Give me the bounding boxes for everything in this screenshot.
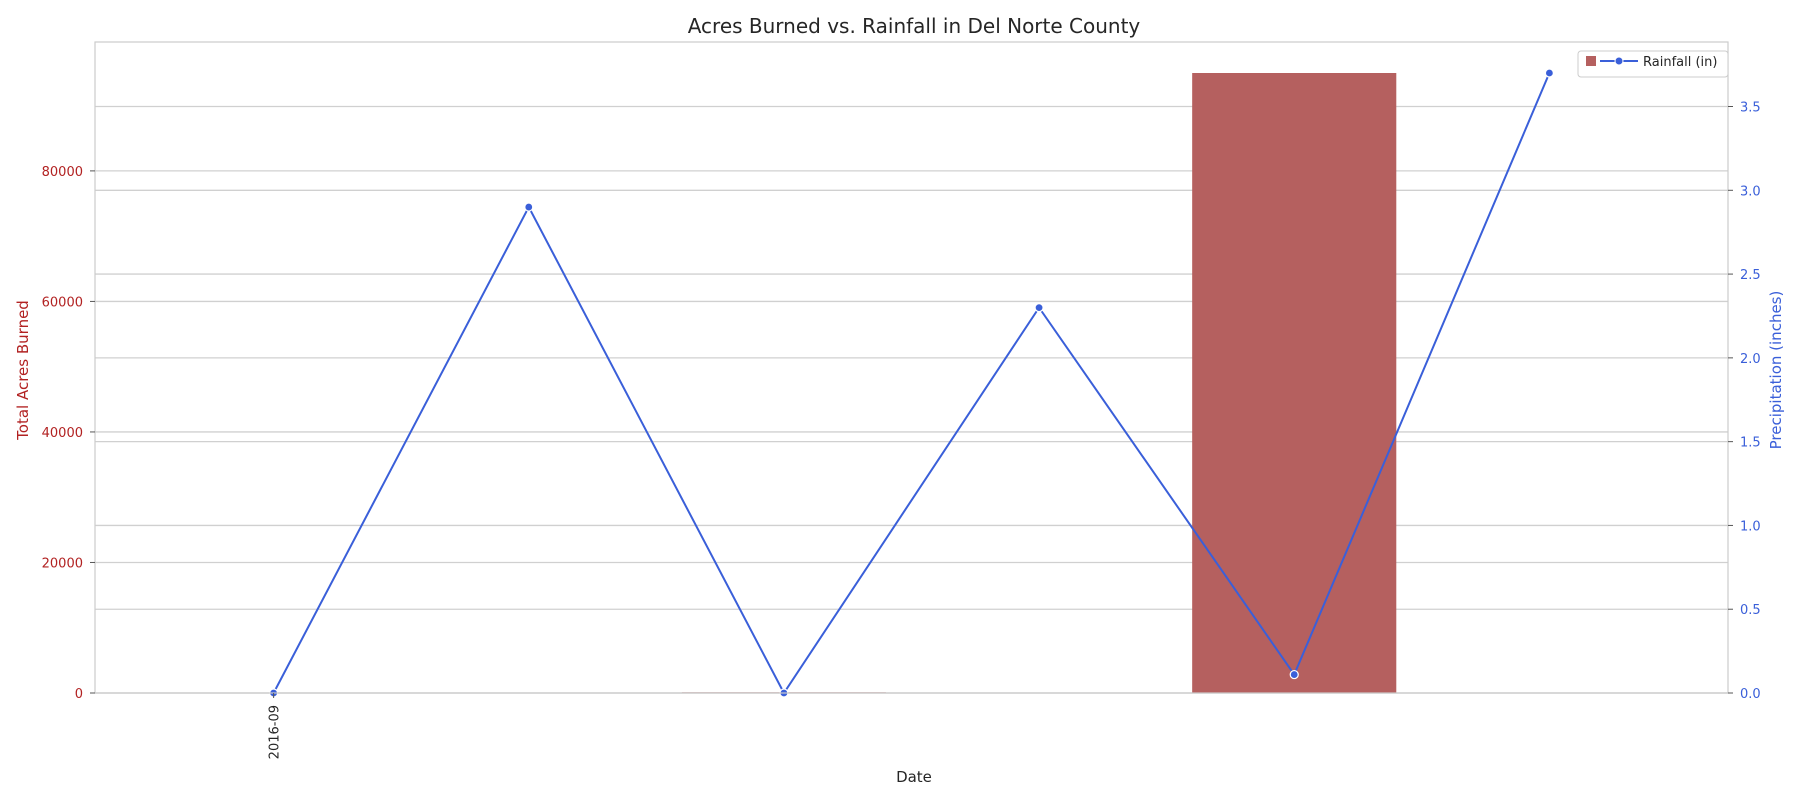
rainfall-series	[269, 68, 1554, 698]
right-tick-label: 0.0	[1740, 687, 1761, 702]
x-axis: 2016-09	[268, 693, 283, 759]
legend-label-rainfall: Rainfall (in)	[1643, 55, 1717, 70]
right-y-axis-label: Precipitation (inches)	[1767, 291, 1785, 450]
left-y-axis-label: Total Acres Burned	[14, 300, 32, 441]
legend: Rainfall (in)	[1577, 50, 1729, 78]
rainfall-point	[524, 202, 534, 212]
right-tick-label: 2.0	[1740, 352, 1761, 367]
right-tick-label: 3.5	[1740, 101, 1761, 116]
left-tick-label: 40000	[42, 426, 83, 441]
legend-marker-swatch	[1614, 56, 1624, 66]
rainfall-point	[1544, 68, 1554, 78]
plot-frame	[94, 41, 1729, 694]
left-tick-label: 80000	[42, 165, 83, 180]
right-tick-label: 2.5	[1740, 268, 1761, 283]
left-tick-label: 0	[75, 687, 83, 702]
right-tick-label: 0.5	[1740, 603, 1761, 618]
legend-bar-swatch	[1586, 56, 1596, 66]
grid-lines	[95, 105, 1728, 694]
right-tick-label: 3.0	[1740, 184, 1761, 199]
right-tick-label: 1.5	[1740, 436, 1761, 451]
chart-title: Acres Burned vs. Rainfall in Del Norte C…	[688, 14, 1141, 38]
left-tick-label: 20000	[42, 556, 83, 571]
right-y-axis: 0.0 0.5 1.0 1.5 2.0 2.5 3.0 3.5	[1728, 101, 1761, 702]
rainfall-line	[272, 72, 1551, 695]
legend-box	[1577, 50, 1729, 78]
left-y-axis: 0 20000 40000 60000 80000	[42, 165, 95, 702]
right-tick-label: 1.0	[1740, 519, 1761, 534]
bar	[1192, 73, 1397, 693]
x-tick-label: 2016-09	[268, 705, 283, 759]
left-tick-label: 60000	[42, 295, 83, 310]
rainfall-point	[1289, 669, 1299, 680]
x-axis-label: Date	[896, 768, 932, 786]
rainfall-point	[1034, 302, 1044, 313]
bar-series	[681, 73, 1397, 693]
